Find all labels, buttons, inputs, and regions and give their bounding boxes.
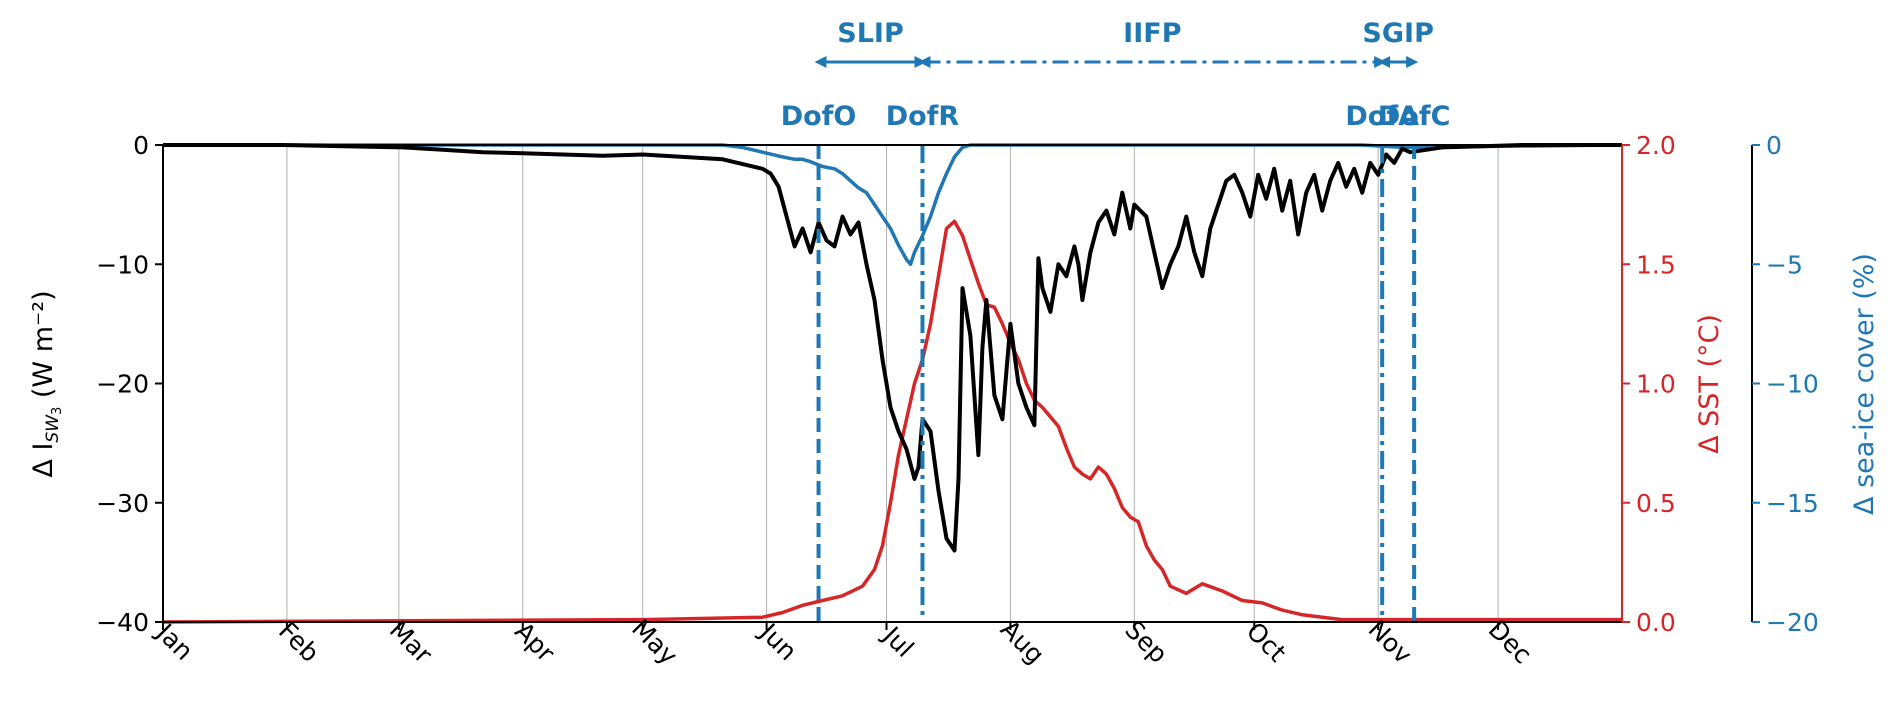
left-axis-title: Δ ISW3 (W m⁻²) (28, 290, 65, 477)
event-label-dofo: DofO (781, 101, 857, 132)
ice-tick-label: 0 (1766, 131, 1782, 160)
flux-series-line (163, 143, 1622, 553)
left-tick-label: −30 (96, 489, 149, 518)
x-tick-label-feb: Feb (273, 616, 325, 668)
sst-tick-label: 0.5 (1636, 489, 1676, 518)
left-tick-label: −40 (96, 608, 149, 637)
sst-series-line (162, 219, 1622, 624)
sst-tick-label: 1.5 (1636, 250, 1676, 279)
ice-tick-label: −15 (1766, 489, 1819, 518)
sst-tick-label: 0.0 (1636, 608, 1676, 637)
x-tick-label-jun: Jun (753, 617, 803, 667)
x-tick-label-oct: Oct (1241, 616, 1292, 667)
ice-tick-label: −5 (1766, 250, 1803, 279)
x-gridlines (286, 145, 1499, 622)
event-label-dofc: DofC (1378, 101, 1451, 132)
event-label-dofr: DofR (886, 101, 960, 132)
ice-series-line (163, 143, 1623, 267)
x-tick-label-jul: Jul (876, 620, 919, 663)
sst-tick-label: 2.0 (1636, 131, 1676, 160)
plot-series (162, 143, 1623, 624)
sst-axis-title: Δ SST (°C) (1694, 314, 1725, 454)
ice-tick-label: −20 (1766, 608, 1819, 637)
left-tick-label: 0 (133, 131, 149, 160)
x-tick-label-apr: Apr (509, 616, 561, 668)
sst-tick-label: 1.0 (1636, 370, 1676, 399)
period-label-sgip: SGIP (1362, 18, 1433, 49)
x-tick-label-mar: Mar (384, 615, 438, 669)
period-label-iifp: IIFP (1123, 18, 1181, 49)
ice-tick-label: −10 (1766, 370, 1819, 399)
left-tick-label: −20 (96, 370, 149, 399)
event-label-dofa: DofA (1345, 101, 1419, 132)
axes: Jan Feb Mar Apr May Jun Jul Aug Sep Oct Nov Dec0−10… (28, 131, 1880, 671)
x-tick-label-sep: Sep (1119, 615, 1173, 669)
event-markers (816, 145, 1417, 622)
x-tick-label-jan: Jan (150, 617, 199, 666)
left-tick-label: −10 (96, 250, 149, 279)
ice-axis-title: Δ sea-ice cover (%) (1849, 253, 1880, 515)
period-label-slip: SLIP (837, 18, 904, 49)
